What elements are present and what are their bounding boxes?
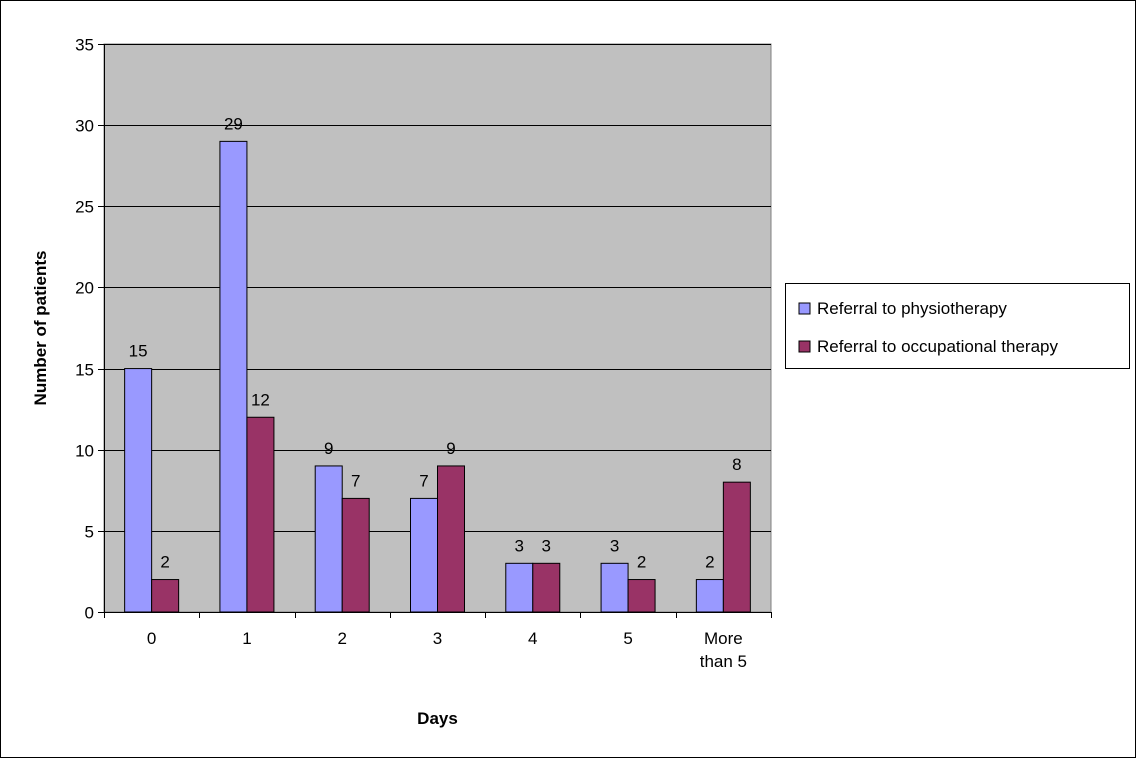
data-label: 7: [419, 471, 428, 490]
x-tick-label: 2: [337, 629, 346, 648]
legend-swatch: [798, 302, 811, 315]
data-label: 15: [129, 342, 148, 361]
gridlines: [104, 44, 771, 532]
y-tick-label: 35: [75, 36, 94, 55]
data-label: 9: [446, 439, 455, 458]
legend: Referral to physiotherapy Referral to occ…: [785, 283, 1130, 369]
bars: [124, 140, 751, 613]
bar: [627, 579, 656, 613]
y-tick-label: 5: [85, 523, 94, 542]
bar: [505, 562, 534, 613]
y-axis-title: Number of patients: [31, 251, 50, 406]
data-label: 3: [542, 536, 551, 555]
legend-swatch: [798, 340, 811, 353]
bar: [722, 481, 751, 613]
x-tick-label-line: 3: [433, 629, 442, 648]
data-label: 7: [351, 471, 360, 490]
bar: [246, 416, 275, 613]
data-label: 9: [324, 439, 333, 458]
legend-label: Referral to physiotherapy: [817, 299, 1007, 318]
data-label: 29: [224, 114, 243, 133]
x-tick-label: More than 5: [700, 629, 747, 671]
bar: [410, 497, 438, 613]
data-label: 2: [637, 553, 646, 572]
bar: [124, 368, 153, 613]
bar: [219, 140, 248, 613]
x-tick-label-line: 1: [242, 629, 251, 648]
bar: [532, 562, 561, 613]
legend-label: Referral to occupational therapy: [817, 337, 1058, 356]
x-tick-label-line: More: [704, 629, 743, 648]
y-tick-label: 15: [75, 361, 94, 380]
y-tick-label: 10: [75, 442, 94, 461]
data-label: 2: [705, 553, 714, 572]
x-tick-label: 1: [242, 629, 251, 648]
bar: [151, 579, 180, 613]
x-tick-label: 4: [528, 629, 537, 648]
bar: [314, 465, 343, 613]
data-label: 3: [515, 536, 524, 555]
x-tick-label-line: 5: [623, 629, 632, 648]
x-tick-label-line: than 5: [700, 652, 747, 671]
data-label: 8: [732, 455, 741, 474]
y-tick-label: 0: [85, 604, 94, 623]
x-axis-title: Days: [417, 709, 458, 728]
x-tick-label: 3: [433, 629, 442, 648]
data-label: 3: [610, 536, 619, 555]
x-tick-label-line: 2: [337, 629, 346, 648]
y-tick-label: 30: [75, 117, 94, 136]
y-tick-label: 25: [75, 198, 94, 217]
bar: [341, 497, 370, 613]
bar: [695, 579, 724, 613]
x-tick-label-line: 4: [528, 629, 537, 648]
x-tick-label: 0: [147, 629, 156, 648]
data-label: 2: [160, 553, 169, 572]
bar: [437, 465, 465, 613]
legend-box: [785, 283, 1130, 369]
x-tick-label-line: 0: [147, 629, 156, 648]
bar: [600, 562, 629, 613]
data-label: 12: [251, 390, 270, 409]
x-tick-label: 5: [623, 629, 632, 648]
y-tick-label: 20: [75, 279, 94, 298]
